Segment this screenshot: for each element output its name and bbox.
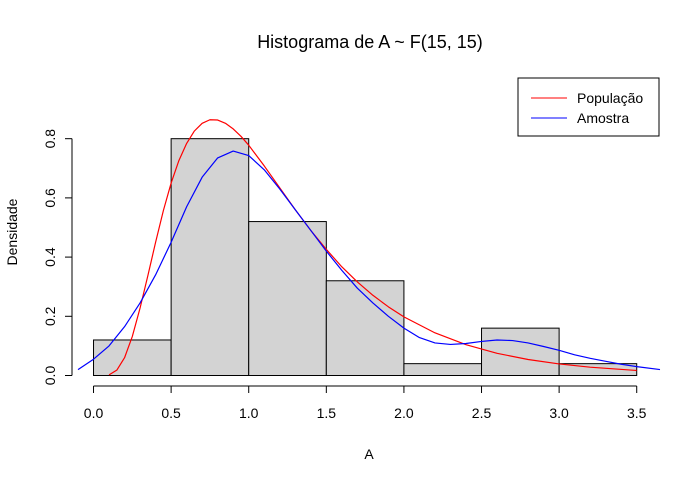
- legend: População Amostra: [517, 77, 660, 137]
- histogram-bar-1: [170, 138, 250, 376]
- legend-label-populacao: População: [577, 90, 643, 106]
- chart-title: Histograma de A ~ F(15, 15): [257, 32, 483, 52]
- histogram-bars: [93, 138, 638, 377]
- y-tick-label-1: 0.2: [42, 306, 58, 326]
- x-axis: 0.0 0.5 1.0 1.5 2.0 2.5 3.0 3.5: [84, 385, 647, 421]
- y-axis-title: Densidade: [4, 198, 20, 265]
- y-tick-label-3: 0.6: [42, 188, 58, 208]
- x-tick-label-2: 1.0: [239, 405, 259, 421]
- y-axis: 0.0 0.2 0.4 0.6 0.8: [42, 129, 73, 386]
- x-tick-label-0: 0.0: [84, 405, 104, 421]
- legend-label-amostra: Amostra: [577, 110, 629, 126]
- x-tick-label-1: 0.5: [161, 405, 181, 421]
- density-lines: [77, 119, 661, 376]
- x-tick-label-3: 1.5: [317, 405, 337, 421]
- x-tick-label-5: 2.5: [472, 405, 492, 421]
- x-tick-label-4: 2.0: [394, 405, 414, 421]
- legend-box: [517, 77, 660, 137]
- density-line-populacao: [108, 119, 637, 376]
- x-tick-label-6: 3.0: [549, 405, 569, 421]
- histogram-bar-4: [403, 363, 483, 376]
- y-tick-label-4: 0.8: [42, 129, 58, 149]
- histogram-bar-0: [93, 339, 172, 376]
- histogram-bar-2: [248, 221, 327, 376]
- density-line-amostra: [77, 150, 661, 371]
- y-tick-label-0: 0.0: [42, 366, 58, 386]
- y-tick-label-2: 0.4: [42, 247, 58, 267]
- x-tick-label-7: 3.5: [627, 405, 647, 421]
- histogram-bar-3: [325, 280, 405, 377]
- histogram-bar-5: [481, 327, 560, 376]
- histogram-bar-6: [558, 363, 638, 376]
- x-axis-title: A: [364, 446, 374, 462]
